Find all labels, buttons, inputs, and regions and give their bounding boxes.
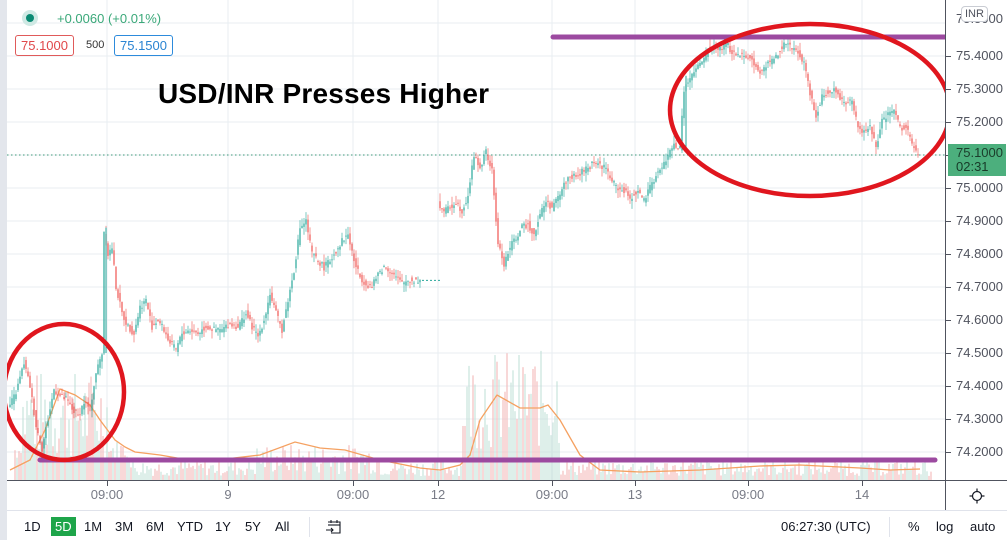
price-tick-label: 75.0000 bbox=[956, 180, 1003, 195]
last-price-value: 75.1000 bbox=[956, 145, 1003, 160]
range-6m-button[interactable]: 6M bbox=[146, 519, 165, 534]
price-tick-mark bbox=[946, 452, 951, 453]
time-tick-mark bbox=[635, 481, 636, 486]
range-1y-button[interactable]: 1Y bbox=[215, 519, 231, 534]
range-5y-button[interactable]: 5Y bbox=[245, 519, 261, 534]
time-tick-label: 9 bbox=[224, 487, 232, 502]
price-tick-label: 74.3000 bbox=[956, 411, 1003, 426]
time-tick-label: 12 bbox=[430, 487, 446, 502]
buy-price-button[interactable]: 75.1500 bbox=[114, 35, 173, 56]
time-tick-label: 09:00 bbox=[336, 487, 370, 502]
price-tick-label: 74.2000 bbox=[956, 444, 1003, 459]
toolbar-divider bbox=[309, 517, 310, 537]
range-1d-button[interactable]: 1D bbox=[24, 519, 41, 534]
price-tick-mark bbox=[946, 287, 951, 288]
price-tick-mark bbox=[946, 221, 951, 222]
time-tick-label: 14 bbox=[854, 487, 870, 502]
bottom-toolbar: 1D 5D 1M 3M 6M YTD 1Y 5Y All 06:27:30 (U… bbox=[7, 510, 1007, 541]
sell-price-button[interactable]: 75.1000 bbox=[15, 35, 74, 56]
percent-scale-toggle[interactable]: % bbox=[908, 519, 920, 534]
last-price-label: 75.1000 02:31 bbox=[948, 144, 1006, 176]
price-tick-label: 74.6000 bbox=[956, 312, 1003, 327]
price-tick-label: 75.4000 bbox=[956, 48, 1003, 63]
time-tick-mark bbox=[862, 481, 863, 486]
range-5d-button[interactable]: 5D bbox=[51, 517, 76, 536]
price-change: +0.0060 (+0.01%) bbox=[57, 11, 162, 26]
time-tick-label: 09:00 bbox=[731, 487, 765, 502]
time-tick-mark bbox=[748, 481, 749, 486]
calendar-goto-icon bbox=[326, 520, 341, 534]
chart-settings-button[interactable] bbox=[945, 480, 1007, 511]
range-1m-button[interactable]: 1M bbox=[84, 519, 103, 534]
utc-clock[interactable]: 06:27:30 (UTC) bbox=[781, 519, 871, 534]
time-axis[interactable]: 09:00 9 09:00 12 09:00 13 09:00 14 bbox=[7, 480, 945, 511]
price-tick-label: 74.7000 bbox=[956, 279, 1003, 294]
left-gutter bbox=[0, 0, 7, 540]
price-tick-label: 74.9000 bbox=[956, 213, 1003, 228]
price-tick-label: 75.3000 bbox=[956, 81, 1003, 96]
price-tick-label: 74.4000 bbox=[956, 378, 1003, 393]
settings-sun-icon bbox=[969, 488, 985, 504]
chart-plot-area[interactable] bbox=[7, 0, 945, 480]
time-tick-mark bbox=[107, 481, 108, 486]
range-ytd-button[interactable]: YTD bbox=[177, 519, 203, 534]
price-tick-mark bbox=[946, 320, 951, 321]
price-tick-mark bbox=[946, 89, 951, 90]
range-3m-button[interactable]: 3M bbox=[115, 519, 134, 534]
go-to-date-button[interactable] bbox=[325, 518, 343, 540]
time-tick-mark bbox=[438, 481, 439, 486]
price-tick-mark bbox=[946, 188, 951, 189]
chart-annotation-title: USD/INR Presses Higher bbox=[158, 78, 490, 109]
log-scale-toggle[interactable]: log bbox=[936, 519, 954, 534]
time-tick-label: 09:00 bbox=[535, 487, 569, 502]
currency-badge[interactable]: INR bbox=[961, 6, 988, 22]
spread-value: 500 bbox=[86, 39, 105, 51]
price-tick-mark bbox=[946, 122, 951, 123]
time-tick-label: 13 bbox=[627, 487, 643, 502]
price-tick-label: 74.5000 bbox=[956, 345, 1003, 360]
time-tick-mark bbox=[552, 481, 553, 486]
price-axis[interactable]: 75.5000 75.400075.300075.200075.000074.9… bbox=[945, 0, 1007, 480]
price-tick-label: 74.8000 bbox=[956, 246, 1003, 261]
price-tick-mark bbox=[946, 386, 951, 387]
price-tick-mark bbox=[946, 353, 951, 354]
auto-scale-toggle[interactable]: auto bbox=[970, 519, 996, 534]
range-all-button[interactable]: All bbox=[275, 519, 290, 534]
toolbar-divider-right bbox=[889, 517, 890, 537]
price-chart[interactable] bbox=[7, 0, 945, 480]
bar-countdown: 02:31 bbox=[956, 159, 989, 174]
market-status-icon[interactable] bbox=[22, 10, 38, 26]
time-tick-label: 09:00 bbox=[90, 487, 124, 502]
time-tick-mark bbox=[353, 481, 354, 486]
price-tick-mark bbox=[946, 254, 951, 255]
price-tick-mark bbox=[946, 56, 951, 57]
time-tick-mark bbox=[228, 481, 229, 486]
price-tick-mark bbox=[946, 419, 951, 420]
price-tick-label: 75.2000 bbox=[956, 114, 1003, 129]
